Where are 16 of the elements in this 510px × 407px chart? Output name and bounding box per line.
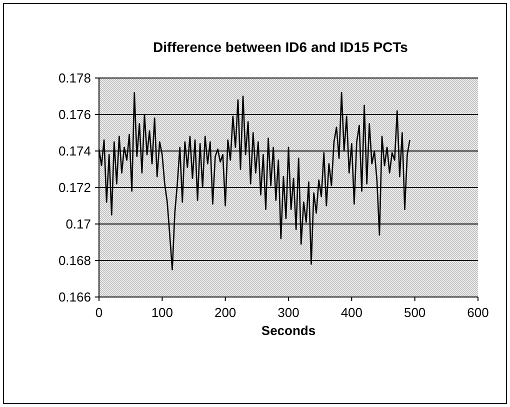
y-tick-label: 0.176: [58, 107, 91, 122]
y-tick-label: 0.172: [58, 180, 91, 196]
y-tick-label: 0.17: [66, 216, 91, 232]
y-tick-label: 0.166: [58, 290, 91, 305]
y-tick-label: 0.168: [58, 253, 91, 268]
x-axis-title: Seconds: [261, 323, 316, 338]
x-tick-label: 0: [95, 305, 103, 320]
y-tick-label: 0.174: [58, 144, 91, 159]
x-tick-label: 600: [467, 305, 489, 320]
x-tick-label: 100: [151, 305, 174, 320]
x-tick-label: 300: [278, 305, 300, 320]
x-tick-label: 400: [340, 305, 363, 320]
x-tick-label: 500: [404, 305, 426, 320]
chart-title: Difference between ID6 and ID15 PCTs: [153, 39, 408, 55]
y-tick-label: 0.178: [58, 70, 91, 86]
x-tick-label: 200: [214, 305, 236, 320]
